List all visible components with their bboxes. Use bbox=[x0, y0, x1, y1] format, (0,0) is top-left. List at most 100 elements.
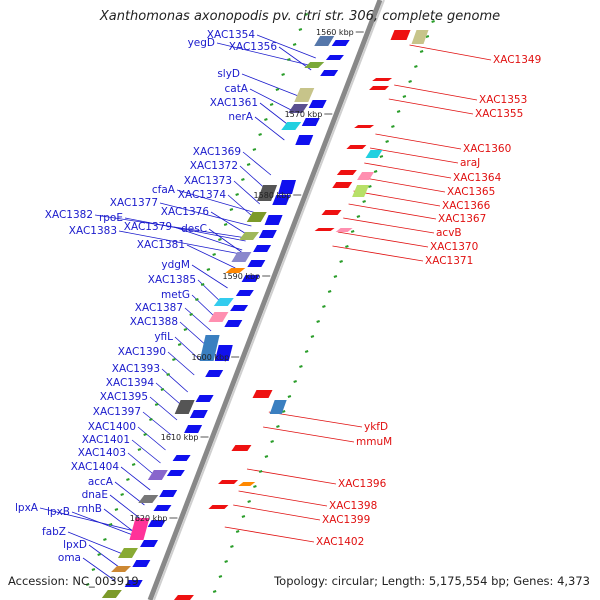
ticks: 1560 kbp 1570 kbp 1580 kbp 1590 kbp 1600 kbp… bbox=[130, 28, 364, 523]
orf-mark-left bbox=[195, 298, 199, 301]
leader-line-left bbox=[124, 217, 246, 242]
gene-arrow-forward bbox=[264, 215, 283, 225]
leader-line-left bbox=[137, 426, 166, 451]
gene-arrow-forward bbox=[205, 370, 224, 377]
orf-mark-left bbox=[143, 433, 147, 436]
gene-block bbox=[288, 104, 309, 113]
orf-mark-right bbox=[368, 185, 372, 188]
gene-label-right: acvB bbox=[436, 227, 462, 239]
gene-block bbox=[174, 400, 195, 414]
gene-label-left: XAC1369 bbox=[193, 146, 241, 158]
gene-label-left: XAC1400 bbox=[88, 421, 136, 433]
orf-mark-right bbox=[316, 320, 320, 323]
gene-arrow-reverse bbox=[173, 595, 194, 600]
orf-mark-left bbox=[97, 553, 101, 556]
orf-mark-left bbox=[85, 583, 90, 586]
gene-label-right: XAC1399 bbox=[322, 514, 370, 526]
gene-label-right: XAC1396 bbox=[338, 478, 387, 490]
gene-arrow-reverse bbox=[208, 505, 229, 509]
gene-label-left: accA bbox=[88, 476, 114, 488]
genome-backbone bbox=[147, 0, 383, 600]
leader-line-left bbox=[191, 264, 228, 289]
gene-arrow-reverse bbox=[369, 86, 390, 90]
gene-label-left: XAC1354 bbox=[207, 29, 256, 41]
orf-mark-left bbox=[149, 418, 153, 421]
leader-line-right bbox=[348, 203, 437, 220]
leader-line-left bbox=[114, 481, 145, 506]
gene-arrow-forward bbox=[331, 40, 350, 46]
gene-label-right: XAC1353 bbox=[479, 94, 527, 106]
gene-arrow-forward bbox=[172, 455, 191, 461]
gene-arrow-forward bbox=[278, 180, 297, 194]
gene-label-left: catA bbox=[224, 83, 248, 95]
features bbox=[85, 0, 435, 600]
leader-line-right bbox=[238, 490, 328, 507]
gene-arrow-reverse bbox=[252, 390, 273, 398]
leader-line-left bbox=[159, 202, 252, 227]
orf-mark-right bbox=[408, 80, 412, 83]
leader-line-left bbox=[249, 88, 296, 113]
gene-block bbox=[117, 548, 138, 558]
leader-line-left bbox=[216, 42, 313, 67]
gene-block bbox=[129, 518, 150, 540]
orf-mark-left bbox=[154, 403, 159, 406]
gene-label-left: XAC1394 bbox=[106, 377, 155, 389]
page-title: Xanthomonas axonopodis pv. citri str. 30… bbox=[99, 9, 501, 24]
leader-line-left bbox=[173, 226, 243, 251]
gene-label-left: ydgM bbox=[161, 259, 190, 271]
gene-block bbox=[199, 335, 220, 361]
orf-mark-left bbox=[287, 58, 291, 61]
tick-label: 1560 kbp bbox=[316, 28, 354, 37]
gene-label-right: XAC1364 bbox=[453, 172, 502, 184]
leader-line-left bbox=[176, 189, 257, 214]
gene-label-left: XAC1376 bbox=[161, 206, 210, 218]
gene-block-reverse bbox=[352, 185, 370, 197]
gene-label-left: cfaA bbox=[152, 184, 176, 196]
gene-label-left: XAC1393 bbox=[112, 363, 160, 375]
right-labels: XAC1349 XAC1353 XAC1355 XAC1360 araJ XAC1364 X… bbox=[224, 44, 541, 548]
gene-label-right: XAC1398 bbox=[329, 500, 377, 512]
gene-label-left: lpxD bbox=[63, 539, 87, 551]
leader-line-left bbox=[184, 307, 212, 332]
leader-line-left bbox=[197, 279, 223, 304]
orf-mark-left bbox=[252, 148, 257, 151]
leader-line-left bbox=[155, 382, 183, 407]
tick-label: 1610 kbp bbox=[161, 433, 199, 442]
gene-label-left: oma bbox=[58, 552, 81, 564]
gene-block bbox=[294, 88, 315, 102]
leader-line-left bbox=[118, 230, 241, 255]
gene-label-left: XAC1379 bbox=[124, 221, 172, 233]
orf-mark-right bbox=[333, 275, 338, 278]
leader-line-left bbox=[82, 557, 116, 582]
orf-mark-left bbox=[120, 493, 124, 496]
orf-mark-left bbox=[218, 238, 222, 241]
gene-label-left: lpxB bbox=[47, 506, 70, 518]
gene-label-left: XAC1401 bbox=[82, 434, 130, 446]
orf-mark-left bbox=[189, 313, 193, 316]
orf-mark-left bbox=[298, 28, 303, 31]
leader-line-right bbox=[224, 526, 315, 543]
orf-mark-left bbox=[258, 133, 262, 136]
orf-mark-left bbox=[177, 343, 182, 346]
gene-label-left: XAC1388 bbox=[130, 316, 178, 328]
orf-mark-left bbox=[292, 43, 297, 46]
leader-line-right bbox=[332, 245, 424, 262]
orf-mark-left bbox=[108, 523, 113, 526]
orf-mark-right bbox=[362, 200, 366, 203]
orf-mark-right bbox=[373, 170, 378, 173]
orf-mark-right bbox=[396, 110, 401, 113]
gene-arrow-reverse bbox=[346, 145, 367, 149]
gene-block bbox=[257, 185, 278, 201]
gene-label-left: rnhB bbox=[77, 503, 102, 515]
gene-label-left: XAC1397 bbox=[93, 406, 141, 418]
gene-arrow-forward bbox=[153, 505, 172, 511]
orf-mark-right bbox=[264, 455, 269, 458]
gene-label-right: XAC1367 bbox=[438, 213, 486, 225]
gene-label-right: XAC1370 bbox=[430, 241, 478, 253]
leader-line-left bbox=[208, 228, 242, 253]
leader-line-right bbox=[388, 98, 474, 115]
leader-line-left bbox=[179, 321, 207, 346]
orf-mark-right bbox=[281, 410, 286, 413]
gene-block bbox=[239, 232, 260, 240]
